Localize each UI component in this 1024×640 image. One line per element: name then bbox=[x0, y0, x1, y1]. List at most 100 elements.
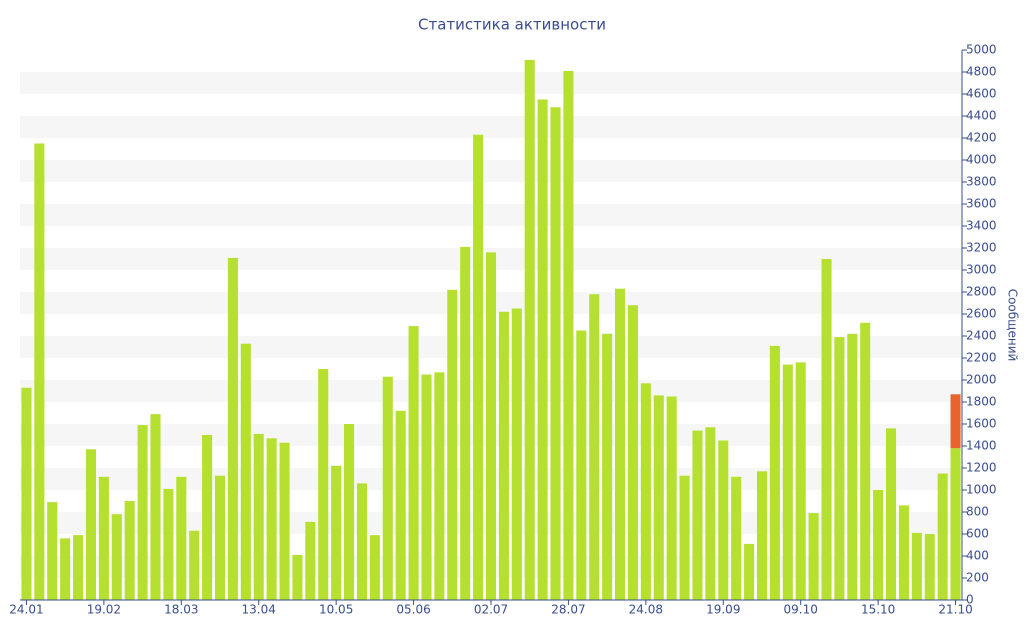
y-tick-label: 800 bbox=[966, 505, 989, 519]
y-tick-label: 400 bbox=[966, 549, 989, 563]
bar bbox=[950, 394, 961, 449]
bar bbox=[937, 473, 948, 600]
y-tick-label: 2400 bbox=[966, 329, 997, 343]
y-tick-label: 3200 bbox=[966, 241, 997, 255]
bar bbox=[705, 427, 716, 600]
x-tick-label: 19.02 bbox=[87, 603, 121, 617]
bar bbox=[873, 490, 884, 600]
bar bbox=[137, 425, 148, 600]
bar bbox=[731, 476, 742, 600]
bar bbox=[679, 475, 690, 600]
bar bbox=[124, 501, 135, 600]
bar bbox=[769, 345, 780, 600]
bar bbox=[47, 502, 58, 600]
bar bbox=[808, 513, 819, 600]
bar bbox=[911, 532, 922, 600]
bar bbox=[511, 308, 522, 600]
x-tick-label: 28.07 bbox=[551, 603, 585, 617]
y-tick-label: 600 bbox=[966, 527, 989, 541]
bar bbox=[85, 449, 97, 600]
bar bbox=[782, 364, 793, 600]
grid-band bbox=[20, 116, 962, 138]
y-axis-label: Сообщений bbox=[1006, 289, 1020, 362]
y-tick-label: 1000 bbox=[966, 483, 997, 497]
bar bbox=[473, 134, 484, 600]
bar bbox=[576, 330, 587, 600]
bar bbox=[950, 448, 961, 600]
bar bbox=[395, 410, 406, 600]
x-tick-label: 15.10 bbox=[861, 603, 895, 617]
bar bbox=[60, 538, 71, 600]
bar bbox=[485, 252, 497, 600]
bar bbox=[692, 430, 703, 600]
y-tick-label: 3800 bbox=[966, 175, 997, 189]
y-tick-label: 3000 bbox=[966, 263, 997, 277]
grid-band bbox=[20, 72, 962, 94]
bar bbox=[318, 369, 329, 600]
bar bbox=[202, 435, 213, 600]
grid-band bbox=[20, 204, 962, 226]
bar bbox=[550, 107, 561, 600]
bar bbox=[653, 395, 664, 600]
bar bbox=[885, 428, 897, 600]
bar bbox=[924, 534, 935, 600]
y-tick-label: 4800 bbox=[966, 65, 997, 79]
y-tick-label: 3400 bbox=[966, 219, 997, 233]
bar bbox=[795, 362, 806, 600]
bar bbox=[847, 333, 858, 600]
x-tick-label: 02.07 bbox=[474, 603, 508, 617]
bar bbox=[460, 246, 471, 600]
y-tick-label: 4200 bbox=[966, 131, 997, 145]
y-tick-label: 5000 bbox=[966, 43, 997, 57]
bar bbox=[266, 438, 277, 600]
bar bbox=[34, 143, 45, 600]
bar bbox=[563, 70, 574, 600]
y-tick-label: 1800 bbox=[966, 395, 997, 409]
bar bbox=[189, 530, 200, 600]
y-tick-label: 1200 bbox=[966, 461, 997, 475]
y-tick-label: 4600 bbox=[966, 87, 997, 101]
bar bbox=[421, 374, 432, 600]
x-tick-label: 24.08 bbox=[629, 603, 663, 617]
bar bbox=[744, 543, 755, 600]
x-tick-label: 19.09 bbox=[706, 603, 740, 617]
bar bbox=[640, 383, 651, 600]
bar bbox=[821, 259, 832, 600]
bar bbox=[447, 289, 458, 600]
bar bbox=[163, 488, 174, 600]
bar bbox=[98, 476, 109, 600]
y-tick-label: 200 bbox=[966, 571, 989, 585]
x-tick-label: 18.03 bbox=[164, 603, 198, 617]
bar bbox=[602, 333, 613, 600]
y-tick-label: 4000 bbox=[966, 153, 997, 167]
bar bbox=[898, 505, 909, 600]
bar bbox=[834, 337, 845, 600]
y-tick-label: 3600 bbox=[966, 197, 997, 211]
bar bbox=[331, 465, 342, 600]
bar bbox=[408, 326, 419, 600]
bar bbox=[305, 521, 316, 600]
bar bbox=[240, 343, 251, 600]
x-tick-label: 10.05 bbox=[319, 603, 353, 617]
bar bbox=[292, 554, 303, 600]
y-tick-label: 1400 bbox=[966, 439, 997, 453]
y-tick-label: 0 bbox=[966, 593, 974, 607]
bar bbox=[498, 311, 509, 600]
y-tick-label: 1600 bbox=[966, 417, 997, 431]
bar bbox=[214, 475, 226, 600]
chart-title: Статистика активности bbox=[418, 16, 606, 34]
x-tick-label: 09.10 bbox=[784, 603, 818, 617]
bar bbox=[589, 294, 600, 600]
bar bbox=[279, 442, 290, 600]
x-tick-label: 21.10 bbox=[938, 603, 972, 617]
bar bbox=[666, 396, 677, 600]
bar bbox=[253, 433, 264, 600]
x-tick-label: 13.04 bbox=[242, 603, 276, 617]
y-tick-label: 4400 bbox=[966, 109, 997, 123]
y-tick-label: 2800 bbox=[966, 285, 997, 299]
bar bbox=[718, 440, 729, 600]
bar bbox=[111, 514, 122, 600]
bar bbox=[756, 471, 768, 600]
x-tick-label: 24.01 bbox=[9, 603, 43, 617]
